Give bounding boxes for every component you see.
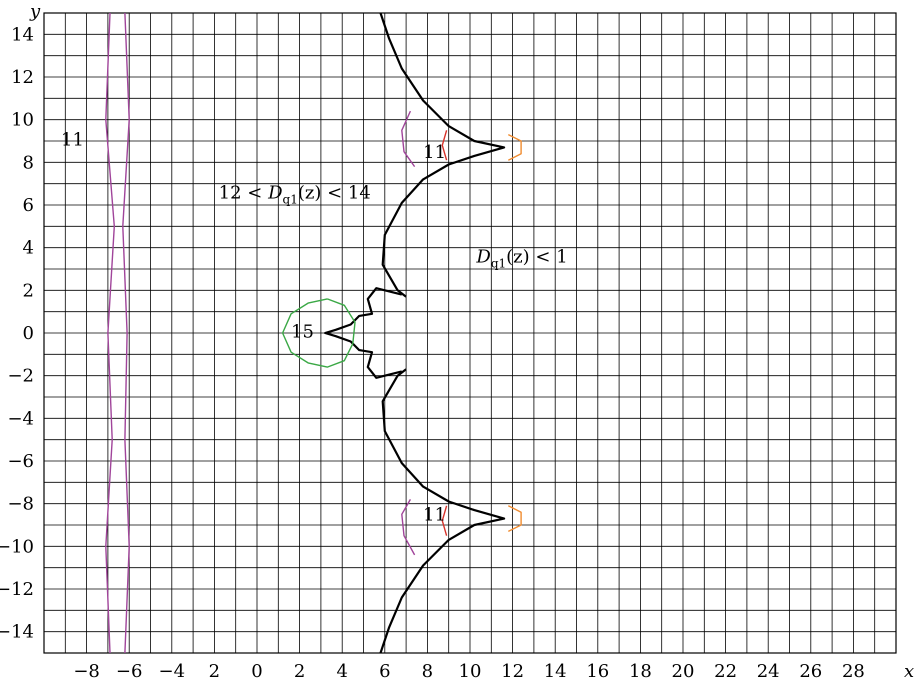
x-tick-label: 2 (294, 661, 305, 682)
y-tick-label: −4 (7, 408, 34, 429)
y-tick-label: 10 (11, 110, 34, 131)
series-contour-11-upper-lobe (401, 110, 416, 168)
series-contour-15 (281, 298, 356, 368)
x-tick-label: 20 (672, 661, 695, 682)
ann-11-left: 11 (61, 129, 84, 150)
series-boundary-upper (379, 12, 506, 298)
series-contour-11-strip (105, 12, 115, 654)
x-tick-label: 28 (842, 661, 865, 682)
x-tick-label: 2 (209, 661, 220, 682)
y-tick-label: 14 (11, 24, 34, 45)
series-contour-red-lower (441, 505, 448, 536)
ann-region-12-14: 12 < Dq1(z) < 14 (219, 183, 371, 207)
y-tick-label: 0 (23, 323, 34, 344)
y-tick-label: 12 (11, 67, 34, 88)
y-axis-label: y (29, 1, 41, 22)
plot-frame (43, 12, 897, 654)
x-tick-label: 14 (544, 661, 567, 682)
y-tick-label: −12 (0, 579, 34, 600)
series-contour-11-lower-lobe (401, 499, 416, 556)
ann-11-lower: 11 (423, 505, 446, 526)
y-tick-label: 6 (23, 195, 34, 216)
y-tick-label: 2 (23, 280, 34, 301)
annotations: 11 11 11 15 12 < Dq1(z) < 14 Dq1(z) < 1 (61, 129, 568, 525)
x-tick-label: 8 (422, 661, 433, 682)
x-tick-label: 26 (799, 661, 822, 682)
series-boundary-center (324, 287, 403, 379)
x-axis-label: x (904, 661, 914, 682)
y-tick-label: −6 (7, 451, 34, 472)
ann-11-upper: 11 (423, 142, 446, 163)
x-tick-label: −4 (159, 661, 186, 682)
x-tick-label: 22 (714, 661, 737, 682)
x-tick-label: 10 (459, 661, 482, 682)
ann-region-lt1: Dq1(z) < 1 (475, 247, 567, 271)
x-tick-labels: −8 −6 −4 2 0 2 4 6 8 10 12 14 16 18 20 22 24 26 28 (73, 661, 865, 682)
grid-lines (43, 12, 897, 654)
x-tick-label: −8 (73, 661, 100, 682)
x-tick-label: 24 (757, 661, 780, 682)
y-tick-label: −10 (0, 536, 34, 557)
y-tick-label: 4 (23, 238, 34, 259)
series-contour-orange-upper-cap (507, 133, 522, 161)
y-tick-labels: 14 12 10 8 6 4 2 0 −2 −4 −6 −8 −10 −12 −14 (0, 24, 34, 642)
series-layer (105, 12, 522, 654)
x-tick-label: 12 (501, 661, 524, 682)
ann-15: 15 (291, 321, 314, 342)
series-contour-red-upper (441, 130, 448, 161)
x-tick-label: 6 (379, 661, 390, 682)
x-tick-label: 4 (336, 661, 347, 682)
y-tick-label: −2 (7, 366, 34, 387)
series-boundary-lower (379, 368, 506, 654)
x-tick-label: −6 (116, 661, 143, 682)
x-tick-label: 18 (629, 661, 652, 682)
y-tick-label: −8 (7, 494, 34, 515)
x-tick-label: 0 (251, 661, 262, 682)
series-contour-11-strip-right (122, 12, 130, 654)
y-tick-label: 8 (23, 152, 34, 173)
series-contour-orange-lower-cap (507, 505, 522, 533)
x-tick-label: 16 (586, 661, 609, 682)
y-tick-label: −14 (0, 622, 34, 643)
